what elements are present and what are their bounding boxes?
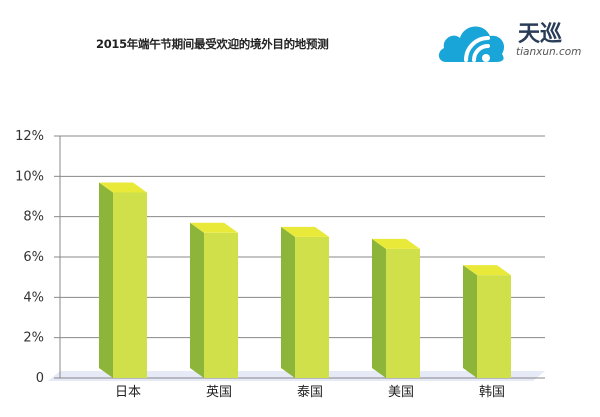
x-tick-label: 美国	[388, 385, 414, 400]
bar-top	[281, 226, 329, 237]
y-tick-label: 0	[36, 371, 44, 386]
y-tick-label: 8%	[23, 210, 44, 225]
y-tick-label: 10%	[15, 169, 44, 184]
chart-title: 2015年端午节期间最受欢迎的境外目的地预测	[96, 37, 329, 51]
y-tick-label: 12%	[15, 129, 44, 144]
bar-top	[99, 182, 147, 193]
bar-side	[281, 226, 295, 378]
x-tick-label: 韩国	[479, 385, 505, 400]
bar-top	[372, 238, 420, 249]
x-tick-label: 泰国	[297, 385, 323, 400]
y-tick-label: 2%	[23, 331, 44, 346]
bar-front	[386, 248, 420, 378]
brand-logo: 天巡 tianxun.com	[436, 14, 586, 66]
bar	[281, 226, 329, 378]
bar-side	[99, 182, 113, 378]
x-tick-label: 英国	[206, 385, 232, 400]
bar	[372, 238, 420, 378]
y-tick-label: 6%	[23, 250, 44, 265]
bar	[99, 182, 147, 378]
bar-front	[204, 232, 238, 378]
y-tick-label: 4%	[23, 290, 44, 305]
bar-top	[190, 222, 238, 233]
cloud-wifi-icon	[438, 26, 505, 62]
bar-side	[190, 222, 204, 378]
bar-front	[477, 275, 511, 378]
logo-name: 天巡	[518, 22, 563, 47]
y-tick-labels: 0 2% 4% 6% 8% 10% 12%	[15, 129, 44, 386]
bar-side	[372, 238, 386, 378]
bar-front	[113, 192, 147, 378]
bar	[463, 265, 511, 378]
bars	[99, 182, 511, 378]
x-tick-label: 日本	[115, 385, 141, 400]
logo-domain: tianxun.com	[516, 46, 582, 58]
bar-side	[463, 265, 477, 378]
bar-front	[295, 236, 329, 378]
bar	[190, 222, 238, 378]
bar-top	[463, 265, 511, 276]
x-tick-labels: 日本 英国 泰国 美国 韩国	[115, 385, 505, 400]
